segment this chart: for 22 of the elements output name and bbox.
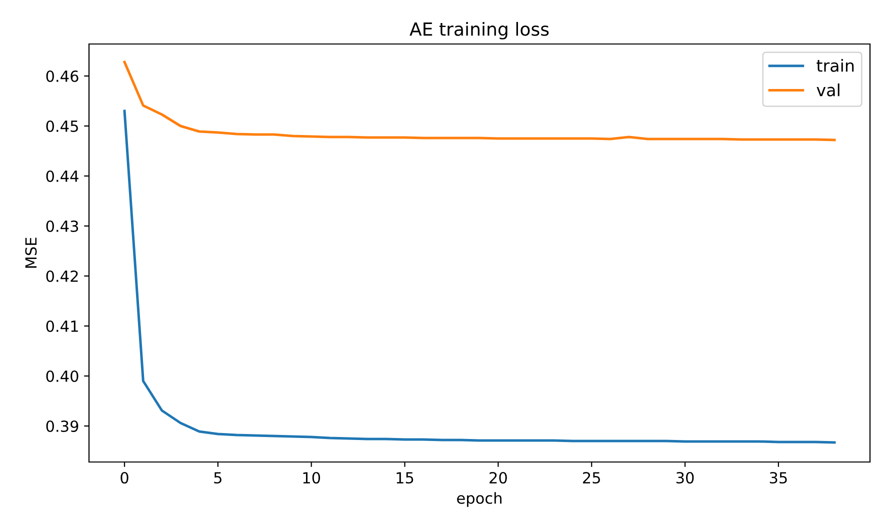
x-tick-label: 35 <box>770 472 787 484</box>
line-series <box>123 110 836 444</box>
y-tick-label: 0.43 <box>46 220 78 232</box>
y-tick-label: 0.39 <box>46 420 78 432</box>
x-tick-label: 20 <box>490 472 507 484</box>
y-axis-title: MSE <box>25 238 37 268</box>
y-tick-label: 0.42 <box>46 270 78 282</box>
y-tick-label: 0.40 <box>46 370 78 382</box>
x-tick-label: 5 <box>214 472 222 484</box>
legend-label: train <box>816 59 854 72</box>
x-tick-label: 30 <box>676 472 694 484</box>
x-tick-label: 25 <box>583 472 600 484</box>
x-tick-label: 15 <box>396 472 414 484</box>
legend-label: val <box>816 83 840 96</box>
x-tick-label: 10 <box>303 472 320 484</box>
y-tick-label: 0.44 <box>46 170 78 182</box>
y-tick-label: 0.41 <box>46 320 78 332</box>
chart-title: AE training loss <box>410 22 549 40</box>
y-tick-label: 0.45 <box>46 120 78 132</box>
y-tick-label: 0.46 <box>46 70 78 82</box>
x-axis-title: epoch <box>457 492 502 507</box>
x-tick-label: 0 <box>120 472 128 484</box>
